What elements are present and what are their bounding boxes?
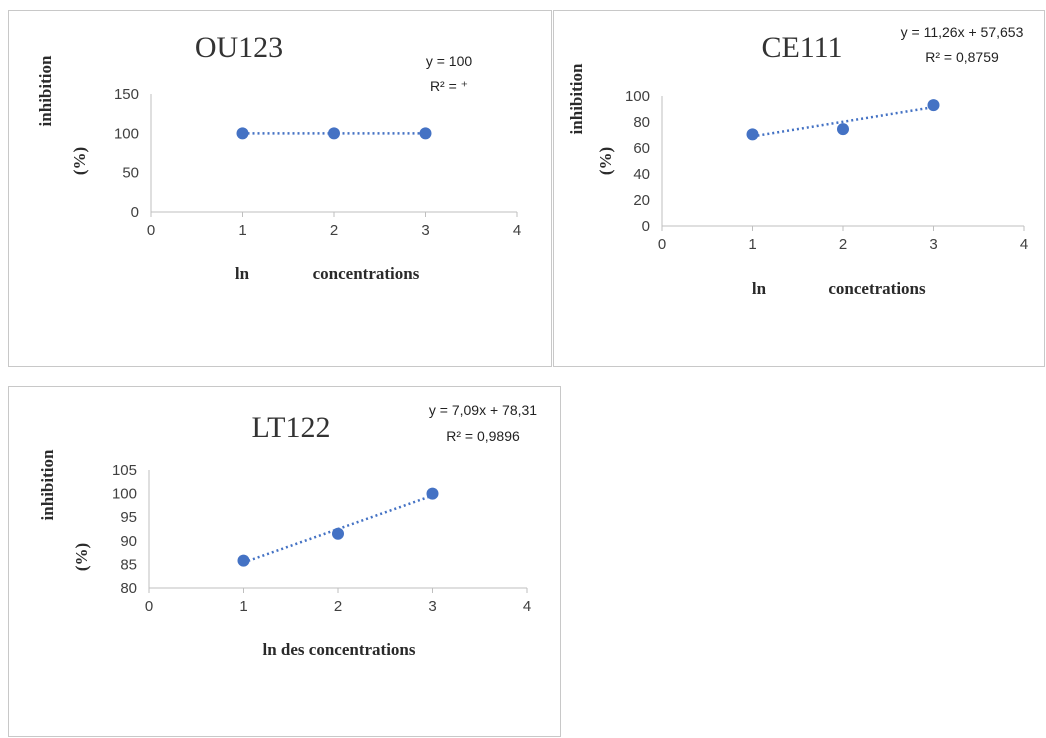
- y-axis-label-bottom: (%): [596, 147, 615, 175]
- x-tick-label: 4: [513, 222, 521, 239]
- y-axis-label-top: inhibition: [38, 449, 57, 520]
- chart-lt122: LT122 y = 7,09x + 78,31 R² = 0,9896 inhi…: [38, 402, 537, 659]
- y-axis-label-top: inhibition: [36, 55, 55, 126]
- y-tick-label: 80: [633, 114, 650, 131]
- data-point: [746, 128, 759, 141]
- x-axis-label-right: concetrations: [828, 279, 926, 298]
- data-point: [236, 127, 249, 140]
- r-squared-label: R² = ⁺: [430, 78, 468, 94]
- trendline-equation: y = 100: [426, 53, 473, 69]
- chart-title: CE111: [761, 31, 842, 64]
- y-tick-label: 100: [114, 125, 139, 142]
- y-tick-label: 0: [642, 218, 650, 235]
- y-tick-label: 20: [633, 192, 650, 209]
- x-tick-label: 1: [238, 222, 246, 239]
- y-tick-label: 150: [114, 86, 139, 103]
- y-tick-label: 85: [120, 556, 137, 573]
- x-tick-label: 1: [239, 598, 247, 615]
- x-tick-label: 1: [748, 236, 756, 253]
- x-tick-label: 0: [658, 236, 666, 253]
- plot-area: 80 85 90 95 100 105 0 1 2 3 4: [112, 462, 531, 615]
- data-point: [328, 127, 340, 140]
- chart-panel-ou123: OU123 y = 100 R² = ⁺ inhibition (%) ln c…: [8, 10, 552, 367]
- data-point: [837, 123, 849, 136]
- plot-area: 0 50 100 150 0 1 2 3 4: [114, 86, 521, 239]
- x-tick-label: 3: [421, 222, 429, 239]
- x-tick-label: 2: [839, 236, 847, 253]
- y-tick-label: 90: [120, 533, 137, 550]
- x-tick-label: 0: [147, 222, 155, 239]
- x-tick-label: 3: [428, 598, 436, 615]
- y-axis-label-top: inhibition: [567, 63, 586, 134]
- y-tick-label: 60: [633, 140, 650, 157]
- data-point: [426, 487, 439, 500]
- data-point: [237, 554, 250, 567]
- trendline-equation: y = 7,09x + 78,31: [429, 402, 537, 418]
- chart-panel-ce111: CE111 y = 11,26x + 57,653 R² = 0,8759 in…: [553, 10, 1045, 367]
- data-point: [419, 127, 432, 140]
- x-tick-label: 3: [929, 236, 937, 253]
- data-point: [927, 99, 940, 112]
- x-axis-label: ln des concentrations: [263, 640, 416, 659]
- trendline: [752, 105, 934, 138]
- trendline-equation: y = 11,26x + 57,653: [901, 24, 1024, 40]
- y-tick-label: 95: [120, 509, 137, 526]
- chart-ce111: CE111 y = 11,26x + 57,653 R² = 0,8759 in…: [567, 24, 1028, 298]
- chart-ou123: OU123 y = 100 R² = ⁺ inhibition (%) ln c…: [36, 31, 521, 283]
- r-squared-label: R² = 0,8759: [925, 49, 999, 65]
- y-tick-label: 0: [131, 204, 139, 221]
- chart-title: OU123: [195, 31, 283, 64]
- data-point: [332, 527, 344, 540]
- chart-title: LT122: [252, 411, 331, 444]
- y-axis-label-bottom: (%): [70, 147, 89, 175]
- x-axis-label-left: ln: [235, 264, 250, 283]
- x-axis-label-right: concentrations: [313, 264, 420, 283]
- x-tick-label: 2: [330, 222, 338, 239]
- x-tick-label: 2: [334, 598, 342, 615]
- y-tick-label: 50: [122, 165, 139, 182]
- y-tick-label: 100: [112, 486, 137, 503]
- chart-panel-lt122: LT122 y = 7,09x + 78,31 R² = 0,9896 inhi…: [8, 386, 561, 737]
- y-tick-label: 100: [625, 88, 650, 105]
- y-tick-label: 40: [633, 166, 650, 183]
- r-squared-label: R² = 0,9896: [446, 428, 520, 444]
- x-axis-label-left: ln: [752, 279, 767, 298]
- y-axis-label-bottom: (%): [72, 543, 91, 571]
- x-tick-label: 4: [523, 598, 531, 615]
- x-tick-label: 4: [1020, 236, 1028, 253]
- y-tick-label: 105: [112, 462, 137, 479]
- x-tick-label: 0: [145, 598, 153, 615]
- y-tick-label: 80: [120, 580, 137, 597]
- plot-area: 0 20 40 60 80 100 0 1 2 3 4: [625, 88, 1028, 253]
